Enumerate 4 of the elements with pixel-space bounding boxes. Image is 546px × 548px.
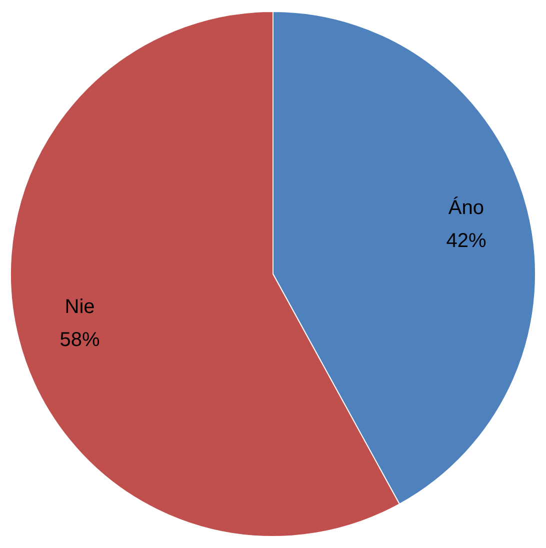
data-label: 58% xyxy=(60,329,100,352)
slice-label: Nie xyxy=(64,296,95,318)
data-label: 42% xyxy=(446,230,486,252)
slice-label: Áno xyxy=(448,196,484,219)
